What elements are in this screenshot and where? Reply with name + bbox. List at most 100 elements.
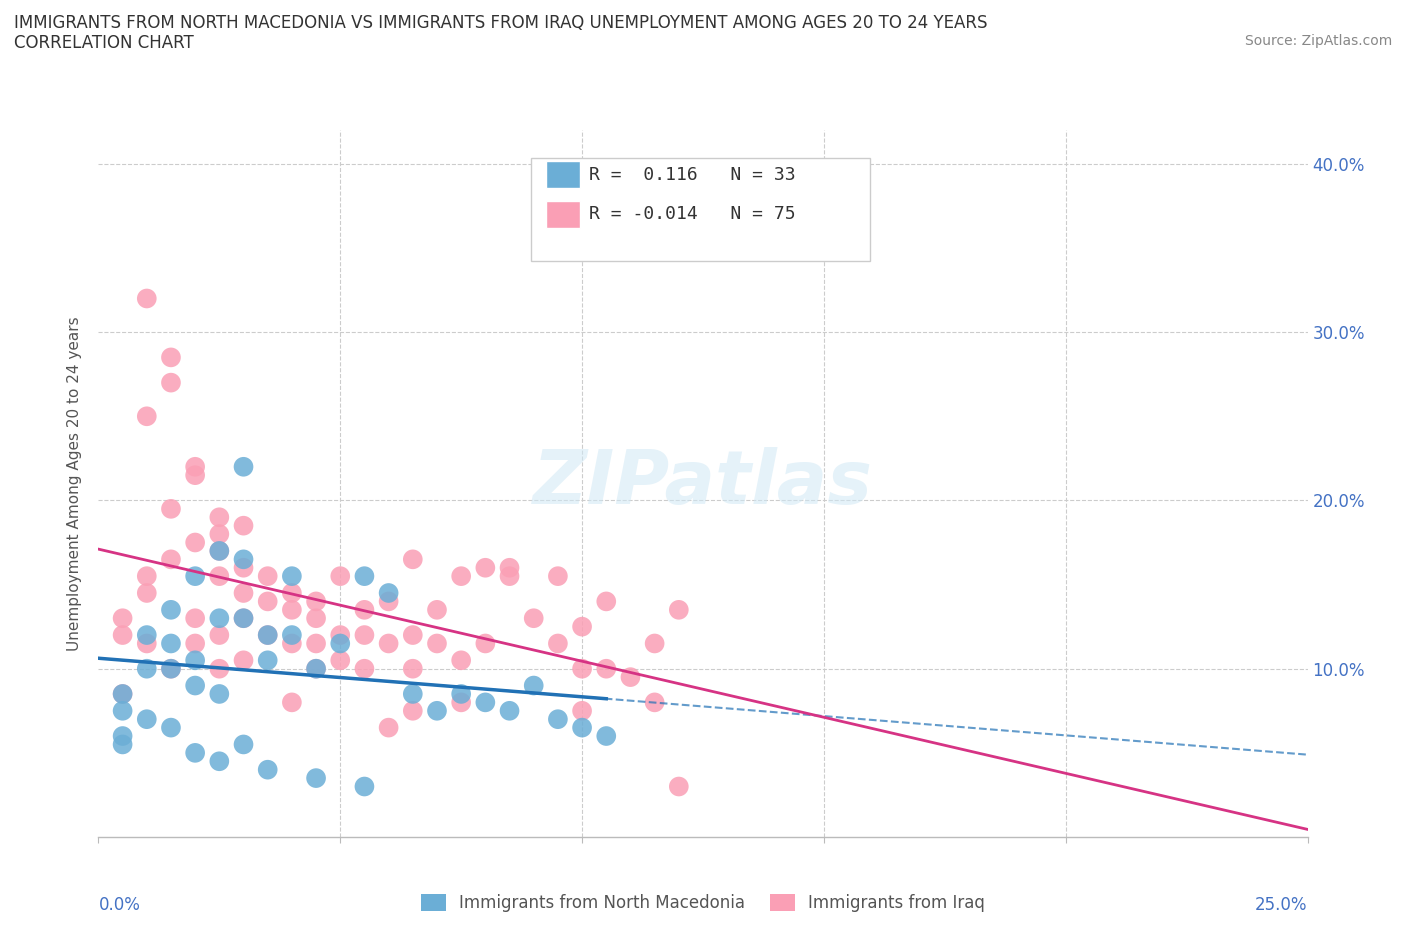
- Point: [595, 594, 617, 609]
- Text: CORRELATION CHART: CORRELATION CHART: [14, 34, 194, 52]
- Point: [184, 535, 207, 550]
- Point: [232, 737, 254, 751]
- Point: [184, 611, 207, 626]
- Legend: Immigrants from North Macedonia, Immigrants from Iraq: Immigrants from North Macedonia, Immigra…: [420, 895, 986, 912]
- Point: [184, 468, 207, 483]
- Point: [208, 661, 231, 676]
- Text: 25.0%: 25.0%: [1256, 896, 1308, 914]
- Point: [571, 720, 593, 735]
- Point: [208, 569, 231, 584]
- Point: [595, 728, 617, 743]
- Point: [281, 695, 304, 710]
- Point: [305, 771, 328, 786]
- Text: R = -0.014   N = 75: R = -0.014 N = 75: [589, 206, 796, 223]
- Point: [329, 628, 352, 643]
- Text: IMMIGRANTS FROM NORTH MACEDONIA VS IMMIGRANTS FROM IRAQ UNEMPLOYMENT AMONG AGES : IMMIGRANTS FROM NORTH MACEDONIA VS IMMIG…: [14, 14, 987, 32]
- Point: [498, 703, 520, 718]
- Point: [498, 560, 520, 575]
- Point: [377, 720, 399, 735]
- Point: [208, 510, 231, 525]
- Point: [450, 695, 472, 710]
- Point: [256, 763, 278, 777]
- Point: [450, 653, 472, 668]
- Point: [329, 569, 352, 584]
- Point: [353, 661, 375, 676]
- Point: [426, 703, 449, 718]
- Point: [135, 636, 157, 651]
- Point: [547, 711, 569, 726]
- Point: [450, 569, 472, 584]
- Point: [232, 586, 254, 601]
- Point: [402, 628, 425, 643]
- Point: [353, 628, 375, 643]
- Point: [111, 686, 134, 701]
- Point: [184, 569, 207, 584]
- Point: [184, 653, 207, 668]
- Point: [208, 754, 231, 769]
- Point: [160, 501, 183, 516]
- Point: [160, 661, 183, 676]
- Point: [571, 619, 593, 634]
- Point: [281, 636, 304, 651]
- Point: [184, 459, 207, 474]
- Point: [256, 569, 278, 584]
- Point: [305, 661, 328, 676]
- Point: [474, 636, 496, 651]
- Text: Source: ZipAtlas.com: Source: ZipAtlas.com: [1244, 34, 1392, 48]
- Y-axis label: Unemployment Among Ages 20 to 24 years: Unemployment Among Ages 20 to 24 years: [67, 316, 83, 651]
- Point: [232, 611, 254, 626]
- Point: [523, 611, 546, 626]
- Point: [402, 661, 425, 676]
- Point: [208, 543, 231, 558]
- FancyBboxPatch shape: [546, 161, 579, 188]
- Point: [256, 653, 278, 668]
- Point: [547, 569, 569, 584]
- Text: ZIPatlas: ZIPatlas: [533, 447, 873, 520]
- Point: [111, 611, 134, 626]
- Point: [353, 603, 375, 618]
- Point: [232, 459, 254, 474]
- Point: [571, 703, 593, 718]
- Point: [305, 636, 328, 651]
- Point: [644, 636, 666, 651]
- Point: [111, 728, 134, 743]
- Point: [474, 695, 496, 710]
- Point: [305, 661, 328, 676]
- Point: [377, 586, 399, 601]
- Point: [135, 661, 157, 676]
- Point: [329, 636, 352, 651]
- Point: [619, 670, 641, 684]
- Point: [208, 543, 231, 558]
- Point: [281, 569, 304, 584]
- Point: [644, 695, 666, 710]
- Point: [377, 636, 399, 651]
- FancyBboxPatch shape: [531, 158, 870, 261]
- Point: [232, 551, 254, 566]
- Point: [160, 661, 183, 676]
- Point: [281, 603, 304, 618]
- Point: [377, 594, 399, 609]
- Point: [232, 518, 254, 533]
- Point: [547, 636, 569, 651]
- Point: [135, 409, 157, 424]
- Point: [426, 603, 449, 618]
- Point: [353, 569, 375, 584]
- Point: [402, 703, 425, 718]
- Point: [160, 603, 183, 618]
- Point: [305, 611, 328, 626]
- Point: [135, 711, 157, 726]
- Point: [160, 720, 183, 735]
- Point: [160, 636, 183, 651]
- Text: R =  0.116   N = 33: R = 0.116 N = 33: [589, 166, 796, 184]
- Point: [135, 586, 157, 601]
- Point: [668, 779, 690, 794]
- Point: [256, 628, 278, 643]
- Point: [474, 560, 496, 575]
- Point: [135, 628, 157, 643]
- Point: [426, 636, 449, 651]
- Point: [184, 678, 207, 693]
- Point: [135, 569, 157, 584]
- Point: [160, 350, 183, 365]
- Point: [571, 661, 593, 676]
- Point: [523, 678, 546, 693]
